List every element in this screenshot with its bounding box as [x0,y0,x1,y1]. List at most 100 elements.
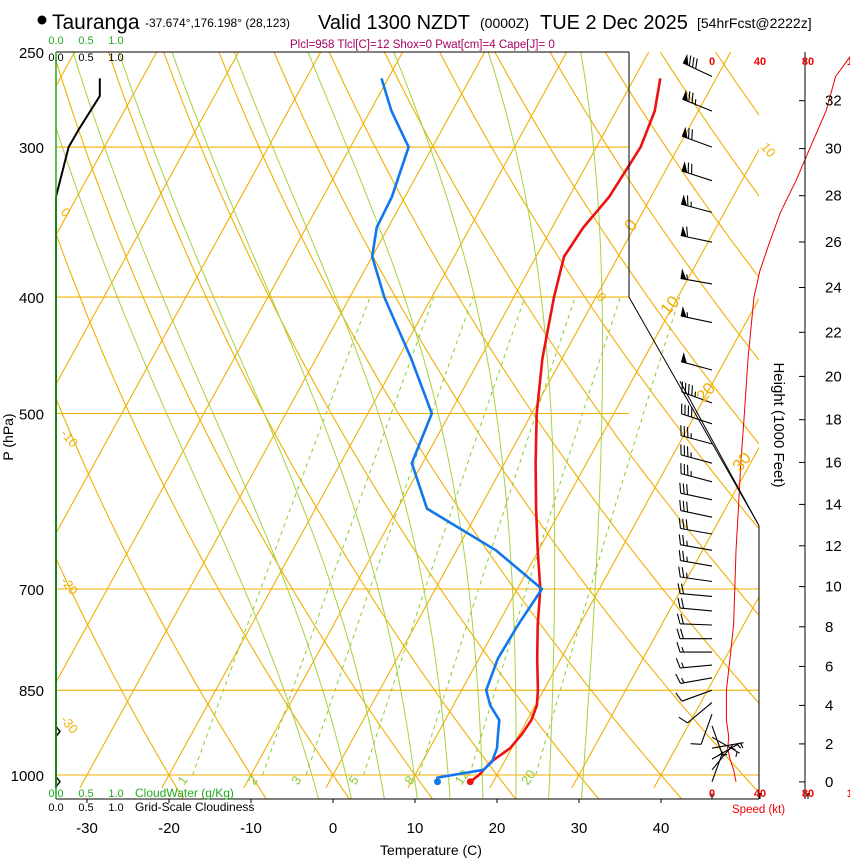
moist-adiabat-line [307,52,484,799]
wind-barb [678,550,713,567]
wind-barb-staff [680,435,713,445]
wind-barb [676,641,712,653]
speed-tick-label: 80 [802,56,814,68]
height-tick-label: 20 [825,368,842,385]
mixing-ratio-line [192,296,371,776]
dry-adiabat-line [549,52,759,361]
wind-barb-full [686,226,689,238]
isotherm-line [243,52,650,789]
wind-barb-full [682,550,685,562]
wind-barb-half [740,742,744,749]
wind-barb-full [690,743,702,745]
wind-barb-full [691,92,694,104]
dry-adiabat-line [218,52,683,799]
cloudiness-tick-bottom: 1.0 [108,802,123,814]
wind-barb [680,444,713,464]
pressure-tick-label: 700 [19,582,44,599]
wind-barb-half [686,274,688,280]
wind-barb-staff [680,527,713,535]
moist-adiabat-line [171,52,418,799]
pressure-tick-label: 300 [19,140,44,157]
height-tick-label: 10 [825,579,842,596]
wind-barb-full [679,482,682,494]
dry-adiabat-lines [56,52,759,799]
wind-barb-full [691,385,693,396]
wind-barb-full [695,58,698,69]
valid-date: TUE 2 Dec 2025 [540,12,688,34]
dry-adiabat-line [107,52,517,799]
height-tick-label: 24 [825,280,842,297]
frame-diagonal [628,296,760,526]
wind-barb-full [688,55,692,66]
wind-barb [678,518,713,535]
wind-barb-staff [680,454,713,464]
isotherm-label: -20 [58,574,82,598]
cloud-spike [55,776,61,788]
height-tick-label: 6 [825,658,833,675]
wind-barb-full [681,567,685,578]
dry-adiabat-line [56,397,268,799]
cloudiness-tick-top: 0.5 [78,52,93,64]
wind-barb-staff [680,664,713,669]
moist-adiabat-line [487,52,556,799]
wind-barb-full [682,534,685,546]
wind-barb [678,566,713,583]
wind-barb-full [678,716,688,724]
dewpoint-line [370,78,544,782]
isotherm-line [407,148,759,789]
wind-barb-full [691,129,693,140]
wind-barb-flag [681,126,688,139]
wind-barb [679,500,713,518]
speed-tick-label: 120 [847,788,850,800]
moist-adiabat-line [118,52,385,799]
wind-barb-half [681,677,685,684]
wind-barb-full [687,128,690,139]
wind-barb-staff [711,742,744,749]
wind-barb-flag [682,89,688,102]
wind-barb [677,583,713,597]
wind-barb-full [675,657,681,669]
wind-barb-full [688,91,691,102]
wind-barb-full [678,518,682,529]
dry-adiabat-line [439,52,759,530]
wind-barb-flag [681,194,687,206]
moist-adiabat-line [72,52,353,799]
cloudiness-tick-top: 0.0 [48,52,63,64]
wind-barb-half [694,99,697,105]
forecast-hour: [54hrFcst@2222z] [697,15,812,31]
wind-barb-full [678,550,682,561]
cloudiness-legend: Grid-Scale Cloudiness [135,800,254,814]
wind-barb [675,657,713,669]
wind-barb [681,403,713,425]
wind-barb-full [687,383,690,395]
pressure-tick-label: 500 [19,407,44,424]
wind-barb [680,194,713,213]
pressure-tick-label: 400 [19,290,44,307]
wind-barb [675,689,713,702]
wind-barb-staff [680,473,713,483]
dry-adiabat-line [56,557,184,799]
speed-tick-label: 120 [847,56,850,68]
isotherm-line [56,52,404,684]
height-tick-label: 30 [825,141,842,158]
dry-adiabat-line [328,52,759,704]
wind-barb-full [679,500,682,511]
dry-adiabat-line [273,52,759,794]
wind-barb-staff [679,623,713,626]
moist-adiabat-line [393,52,517,799]
mixing-ratio-label: 20 [518,767,539,787]
wind-barb [682,89,713,112]
wind-barb-half [681,662,685,668]
isotherm-line [79,52,486,789]
cloud-water-tick-top: 1.0 [108,35,123,47]
dry-adiabat-line [56,58,434,799]
isotherm-label: -10 [58,426,82,450]
wind-barb-staff [711,751,724,782]
wind-barb-staff [680,576,713,583]
height-tick-label: 12 [825,538,842,555]
speed-axis-title: Speed (kt) [732,804,785,816]
cloud-water-tick-top: 0.0 [48,35,63,47]
y-axis-title: P (hPa) [0,413,16,460]
height-tick-label: 22 [825,324,842,341]
